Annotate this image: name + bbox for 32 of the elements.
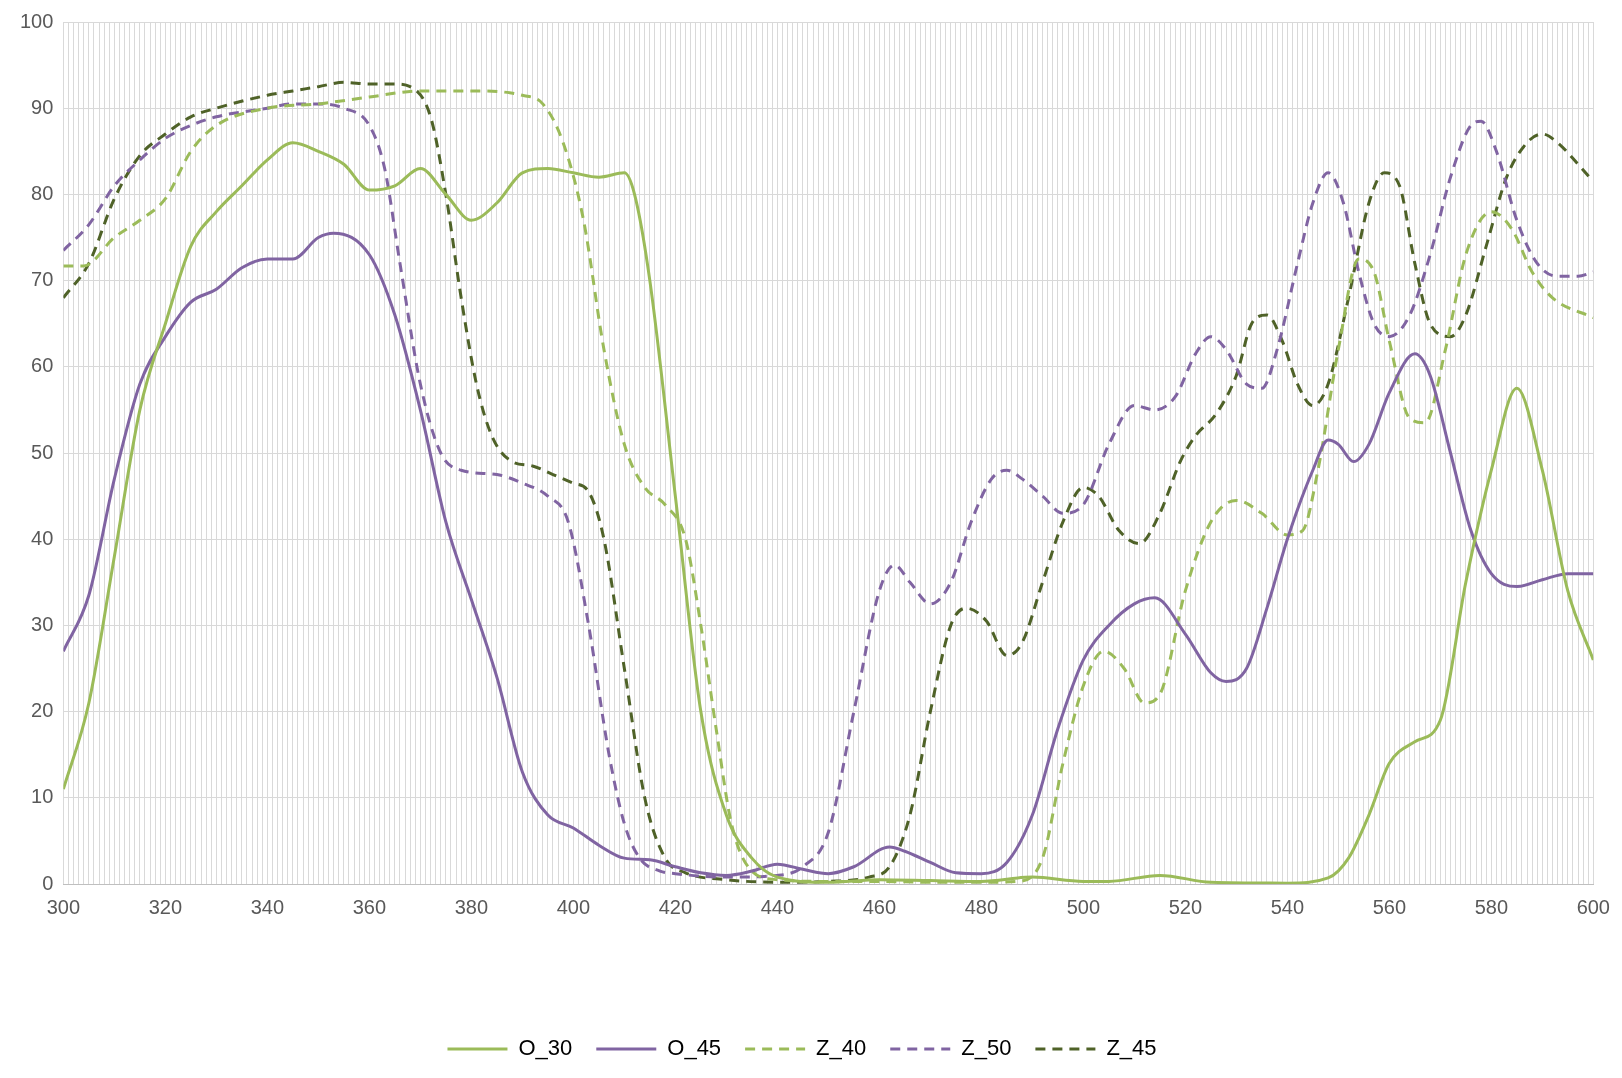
x-tick-label: 560 — [1372, 895, 1407, 918]
y-tick-label: 0 — [42, 871, 54, 894]
x-tick-label: 400 — [556, 895, 591, 918]
x-tick-label: 460 — [862, 895, 897, 918]
x-tick-label: 420 — [658, 895, 693, 918]
x-tick-label: 580 — [1474, 895, 1509, 918]
x-tick-label: 360 — [352, 895, 387, 918]
legend-label: O_45 — [667, 1035, 722, 1061]
x-tick-label: 300 — [46, 895, 81, 918]
x-tick-label: 540 — [1270, 895, 1305, 918]
legend-label: Z_45 — [1106, 1035, 1157, 1061]
x-tick-label: 600 — [1576, 895, 1610, 918]
x-tick-label: 520 — [1168, 895, 1203, 918]
x-tick-label: 500 — [1066, 895, 1101, 918]
y-tick-label: 90 — [31, 95, 54, 118]
x-tick-label: 320 — [148, 895, 183, 918]
x-tick-label: 340 — [250, 895, 285, 918]
y-tick-label: 60 — [31, 354, 54, 377]
y-tick-label: 40 — [31, 526, 54, 549]
x-tick-label: 440 — [760, 895, 795, 918]
legend-label: Z_50 — [961, 1035, 1012, 1061]
y-tick-label: 10 — [31, 785, 54, 808]
y-tick-label: 20 — [31, 699, 54, 722]
x-tick-label: 380 — [454, 895, 489, 918]
y-tick-label: 30 — [31, 612, 54, 635]
legend-label: Z_40 — [816, 1035, 867, 1061]
legend-label: O_30 — [518, 1035, 573, 1061]
y-tick-label: 70 — [31, 268, 54, 291]
y-tick-label: 100 — [19, 9, 54, 32]
x-tick-label: 480 — [964, 895, 999, 918]
y-tick-label: 50 — [31, 440, 54, 463]
y-tick-label: 80 — [31, 181, 54, 204]
